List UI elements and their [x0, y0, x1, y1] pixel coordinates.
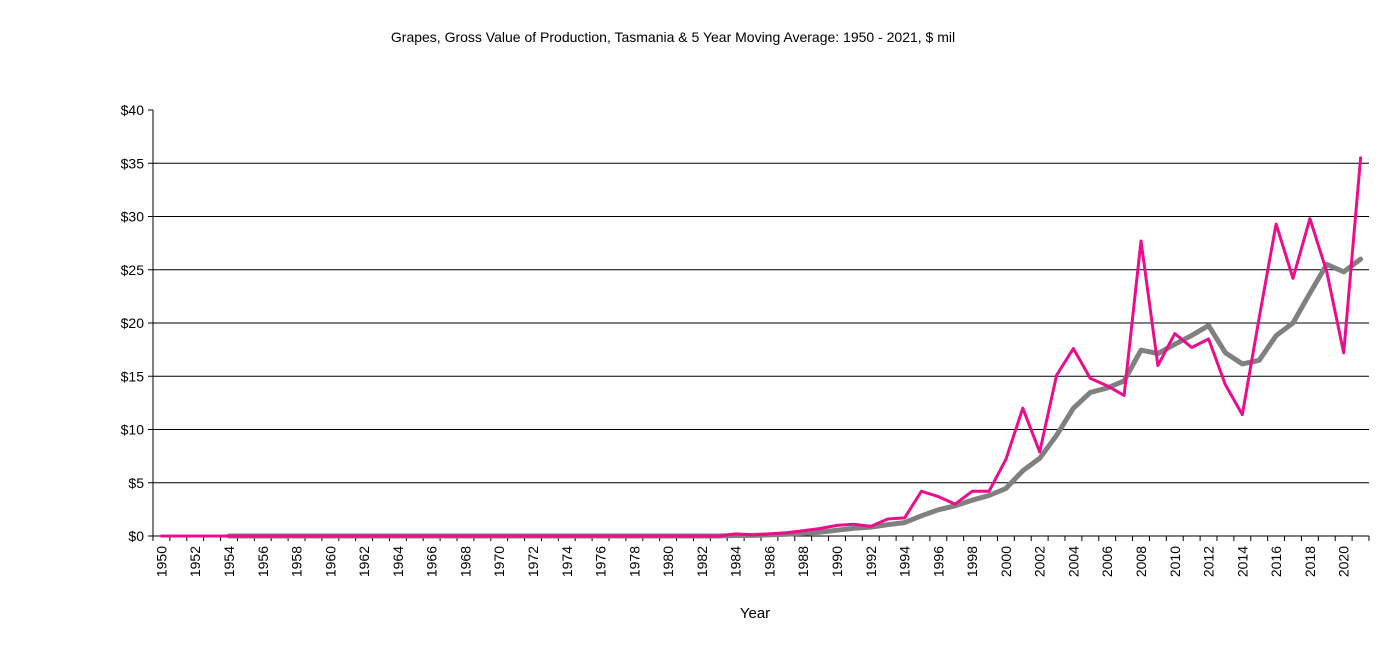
x-tick-label: 1962	[356, 546, 372, 577]
x-tick-label: 1956	[255, 546, 271, 577]
x-tick-label: 1960	[322, 546, 338, 577]
x-tick-label: 1970	[491, 546, 507, 577]
y-tick-label: $10	[121, 422, 145, 438]
x-tick-label: 2018	[1302, 546, 1318, 577]
x-tick-label: 2000	[998, 546, 1014, 577]
x-tick-label: 2010	[1167, 546, 1183, 577]
y-tick-label: $5	[128, 475, 144, 491]
x-tick-label: 1984	[728, 546, 744, 577]
x-tick-label: 1958	[289, 546, 305, 577]
x-tick-label: 2012	[1201, 546, 1217, 577]
x-tick-label: 1988	[795, 546, 811, 577]
x-tick-label: 2004	[1065, 546, 1081, 577]
y-tick-label: $25	[121, 262, 145, 278]
series-line-moving-average	[226, 256, 1364, 539]
x-tick-label: 1964	[390, 546, 406, 577]
chart-title: Grapes, Gross Value of Production, Tasma…	[391, 29, 955, 45]
x-tick-label: 1954	[221, 546, 237, 577]
y-tick-label: $30	[121, 209, 145, 225]
x-tick-label: 1976	[593, 546, 609, 577]
x-tick-label: 2014	[1234, 546, 1250, 577]
y-tick-label: $40	[121, 102, 145, 118]
x-tick-label: 1994	[897, 546, 913, 577]
series-group	[159, 156, 1364, 539]
y-tick-label: $20	[121, 315, 145, 331]
x-tick-label: 1966	[424, 546, 440, 577]
x-tick-label: 1990	[829, 546, 845, 577]
gridlines	[153, 162, 1369, 484]
x-axis-title: Year	[740, 605, 770, 622]
x-tick-label: 1968	[457, 546, 473, 577]
x-tick-label: 1998	[964, 546, 980, 577]
x-tick-label: 1982	[694, 546, 710, 577]
x-tick-label: 1978	[626, 546, 642, 577]
x-tick-label: 1986	[761, 546, 777, 577]
x-tick-label: 2016	[1268, 546, 1284, 577]
x-tick-label: 2002	[1032, 546, 1048, 577]
x-tick-label: 2008	[1133, 546, 1149, 577]
x-tick-label: 1974	[559, 546, 575, 577]
y-axis: $0 $5 $10 $15 $20 $25 $30 $35 $40	[121, 102, 154, 544]
y-tick-label: $15	[121, 368, 145, 384]
series-line-gross-value	[159, 156, 1363, 538]
x-tick-label: 1980	[660, 546, 676, 577]
y-tick-label: $35	[121, 155, 145, 171]
x-tick-label: 1950	[153, 546, 169, 577]
x-tick-label: 1972	[525, 546, 541, 577]
x-tick-label: 1996	[930, 546, 946, 577]
y-tick-label: $0	[128, 528, 144, 544]
x-axis: 1950 1952 1954 1956 1958 1960 1962 1964 1966 1968…	[152, 535, 1370, 577]
x-tick-label: 2020	[1336, 546, 1352, 577]
x-tick-label: 1952	[187, 546, 203, 577]
x-tick-label: 2006	[1099, 546, 1115, 577]
x-tick-label: 1992	[863, 546, 879, 577]
